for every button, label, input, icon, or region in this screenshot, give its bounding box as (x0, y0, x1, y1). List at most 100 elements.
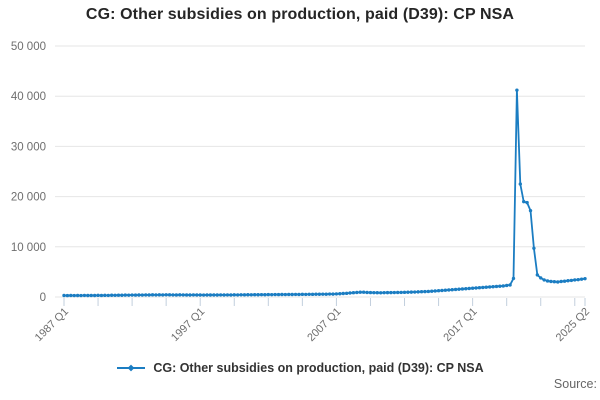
data-point[interactable] (82, 293, 87, 298)
data-point[interactable] (562, 279, 567, 283)
data-point[interactable] (140, 293, 145, 297)
data-point[interactable] (358, 290, 362, 294)
data-point[interactable] (246, 293, 250, 297)
data-point[interactable] (103, 293, 107, 298)
data-point[interactable] (389, 290, 393, 295)
data-point[interactable] (477, 286, 482, 290)
data-point[interactable] (157, 293, 162, 297)
data-point[interactable] (549, 279, 553, 284)
data-point[interactable] (440, 288, 444, 293)
data-point[interactable] (396, 290, 400, 295)
data-point[interactable] (201, 293, 206, 297)
data-point[interactable] (416, 290, 420, 294)
data-point[interactable] (504, 283, 509, 288)
data-point[interactable] (161, 293, 165, 297)
data-point[interactable] (229, 293, 233, 297)
data-point[interactable] (579, 277, 584, 281)
data-point[interactable] (341, 291, 345, 296)
series-line[interactable] (63, 89, 586, 297)
data-point[interactable] (413, 290, 417, 294)
data-point[interactable] (184, 293, 189, 297)
data-point[interactable] (86, 293, 90, 298)
data-point[interactable] (62, 293, 66, 298)
data-point[interactable] (402, 290, 407, 295)
data-point[interactable] (307, 292, 311, 296)
data-point[interactable] (215, 293, 219, 297)
data-point[interactable] (72, 293, 76, 298)
data-point[interactable] (276, 292, 281, 297)
data-point[interactable] (127, 293, 131, 297)
data-point[interactable] (133, 293, 138, 297)
data-point[interactable] (528, 208, 533, 213)
data-point[interactable] (385, 290, 390, 295)
data-point[interactable] (290, 292, 294, 297)
data-point[interactable] (130, 293, 134, 297)
data-point[interactable] (501, 284, 505, 288)
data-point[interactable] (518, 182, 522, 186)
data-point[interactable] (89, 293, 93, 298)
data-point[interactable] (348, 291, 352, 295)
data-point[interactable] (171, 293, 175, 297)
data-point[interactable] (474, 286, 478, 290)
data-point[interactable] (144, 293, 148, 297)
data-point[interactable] (150, 293, 155, 297)
data-point[interactable] (218, 293, 223, 297)
chart-canvas[interactable]: 0 10 000 20 000 30 000 40 000 50 000 1987 Q1 19… (0, 0, 600, 358)
data-point[interactable] (147, 293, 151, 297)
data-point[interactable] (167, 293, 172, 297)
data-point[interactable] (310, 292, 315, 297)
data-point[interactable] (409, 290, 414, 294)
data-point[interactable] (256, 293, 260, 297)
data-point[interactable] (460, 287, 465, 291)
data-point[interactable] (198, 293, 202, 297)
data-point[interactable] (120, 293, 124, 297)
data-point[interactable] (300, 292, 305, 297)
data-point[interactable] (195, 293, 199, 297)
data-point[interactable] (287, 292, 291, 297)
data-point[interactable] (242, 293, 247, 297)
data-point[interactable] (280, 292, 284, 297)
data-point[interactable] (69, 293, 73, 298)
data-point[interactable] (266, 292, 271, 297)
data-point[interactable] (178, 293, 182, 297)
data-point[interactable] (535, 273, 540, 277)
data-point[interactable] (109, 293, 114, 297)
data-point[interactable] (484, 285, 488, 289)
data-point[interactable] (515, 88, 519, 92)
data-point[interactable] (494, 284, 499, 289)
data-point[interactable] (522, 199, 526, 204)
data-point[interactable] (113, 293, 117, 297)
data-point[interactable] (355, 290, 359, 295)
data-point[interactable] (314, 292, 318, 296)
data-point[interactable] (99, 293, 104, 298)
data-point[interactable] (331, 292, 335, 296)
data-point[interactable] (450, 288, 454, 292)
data-point[interactable] (293, 292, 298, 297)
data-point[interactable] (239, 293, 243, 297)
data-point[interactable] (365, 290, 369, 295)
data-point[interactable] (426, 289, 431, 294)
data-point[interactable] (576, 277, 580, 282)
data-point[interactable] (508, 283, 512, 287)
data-point[interactable] (270, 292, 274, 297)
data-point[interactable] (569, 278, 574, 283)
data-point[interactable] (123, 293, 127, 297)
data-point[interactable] (116, 293, 121, 297)
data-point[interactable] (75, 293, 80, 298)
data-point[interactable] (447, 288, 451, 292)
data-point[interactable] (212, 293, 216, 297)
data-point[interactable] (344, 291, 349, 296)
data-point[interactable] (406, 290, 410, 294)
data-point[interactable] (338, 292, 342, 296)
data-point[interactable] (525, 200, 529, 205)
data-point[interactable] (498, 284, 502, 288)
data-point[interactable] (324, 292, 328, 296)
data-point[interactable] (368, 290, 373, 295)
data-point[interactable] (154, 293, 158, 297)
data-point[interactable] (92, 293, 97, 298)
data-point[interactable] (443, 288, 448, 292)
data-point[interactable] (327, 292, 332, 296)
data-point[interactable] (96, 293, 100, 298)
data-point[interactable] (392, 290, 397, 295)
data-point[interactable] (419, 290, 424, 294)
